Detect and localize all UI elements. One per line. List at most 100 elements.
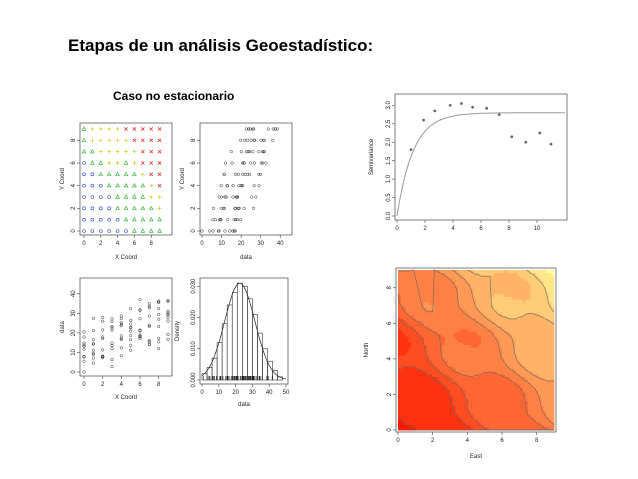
- map-cell: [442, 304, 446, 308]
- map-cell: [437, 302, 440, 306]
- map-cell: [507, 419, 511, 423]
- data-point: [101, 319, 105, 323]
- map-cell: [424, 302, 427, 306]
- map-cell: [548, 296, 552, 300]
- map-cell: [447, 278, 451, 282]
- map-cell: [465, 307, 469, 311]
- map-cell: [548, 392, 552, 396]
- map-cell: [434, 328, 438, 332]
- map-cell: [535, 275, 539, 279]
- map-cell: [548, 310, 552, 314]
- map-cell: [548, 320, 552, 324]
- map-cell: [463, 368, 466, 372]
- map-cell: [455, 411, 459, 415]
- map-cell: [535, 339, 539, 343]
- data-point: [110, 344, 114, 348]
- map-cell: [538, 270, 542, 274]
- map-cell: [543, 283, 547, 287]
- map-cell: [437, 395, 440, 399]
- map-cell: [434, 280, 438, 284]
- data-point: [138, 336, 142, 340]
- map-cell: [431, 387, 435, 391]
- map-cell: [481, 403, 485, 407]
- map-cell: [535, 344, 539, 348]
- map-cell: [494, 275, 498, 279]
- map-cell: [452, 280, 456, 284]
- map-cell: [538, 358, 542, 362]
- map-cell: [481, 280, 485, 284]
- map-cell: [512, 342, 516, 346]
- map-cell: [476, 310, 479, 314]
- map-cell: [460, 392, 464, 396]
- map-cell: [533, 414, 537, 418]
- data-point: [236, 172, 240, 176]
- map-cell: [489, 344, 492, 348]
- map-cell: [429, 398, 433, 402]
- map-cell: [434, 320, 438, 324]
- data-point: [123, 217, 129, 222]
- map-cell: [522, 304, 526, 308]
- map-cell: [535, 390, 539, 394]
- map-cell: [483, 360, 487, 364]
- map-cell: [483, 406, 487, 410]
- map-cell: [460, 272, 464, 276]
- map-cell: [528, 304, 531, 308]
- map-cell: [405, 336, 409, 340]
- map-cell: [450, 320, 453, 324]
- map-cell: [470, 307, 474, 311]
- map-cell: [437, 398, 440, 402]
- map-cell: [450, 358, 453, 362]
- map-cell: [546, 331, 550, 335]
- map-cell: [398, 416, 401, 420]
- map-cell: [499, 416, 503, 420]
- map-cell: [476, 347, 479, 351]
- map-cell: [437, 384, 440, 388]
- data-point: [115, 217, 120, 222]
- map-cell: [465, 331, 469, 335]
- map-cell: [468, 411, 472, 415]
- map-cell: [548, 422, 552, 426]
- map-cell: [457, 320, 461, 324]
- map-cell: [496, 358, 500, 362]
- x-tick-label: 10: [218, 241, 225, 247]
- map-cell: [434, 283, 438, 287]
- map-cell: [520, 336, 524, 340]
- map-cell: [398, 387, 401, 391]
- map-cell: [546, 270, 550, 274]
- map-cell: [507, 384, 511, 388]
- map-cell: [434, 414, 438, 418]
- map-cell: [528, 339, 531, 343]
- map-cell: [403, 368, 407, 372]
- map-cell: [481, 331, 485, 335]
- map-cell: [439, 286, 443, 290]
- map-cell: [522, 283, 526, 287]
- map-cell: [408, 414, 412, 418]
- map-cell: [434, 400, 438, 404]
- map-cell: [548, 358, 552, 362]
- map-cell: [543, 334, 547, 338]
- map-cell: [411, 312, 414, 316]
- map-cell: [502, 318, 505, 322]
- map-cell: [450, 384, 453, 388]
- map-cell: [522, 424, 526, 428]
- map-cell: [463, 424, 466, 428]
- map-cell: [551, 363, 555, 367]
- map-cell: [450, 299, 453, 303]
- map-cell: [429, 283, 433, 287]
- map-cell: [434, 406, 438, 410]
- map-cell: [546, 304, 550, 308]
- map-cell: [434, 272, 438, 276]
- map-cell: [465, 392, 469, 396]
- map-cell: [491, 424, 495, 428]
- map-cell: [434, 422, 438, 426]
- map-cell: [522, 387, 526, 391]
- map-cell: [463, 376, 466, 380]
- map-cell: [413, 424, 417, 428]
- map-cell: [473, 328, 477, 332]
- x-tick-label: 10: [534, 226, 541, 232]
- map-cell: [478, 350, 482, 354]
- map-cell: [530, 392, 534, 396]
- map-cell: [405, 302, 409, 306]
- map-cell: [517, 328, 521, 332]
- map-cell: [533, 326, 537, 330]
